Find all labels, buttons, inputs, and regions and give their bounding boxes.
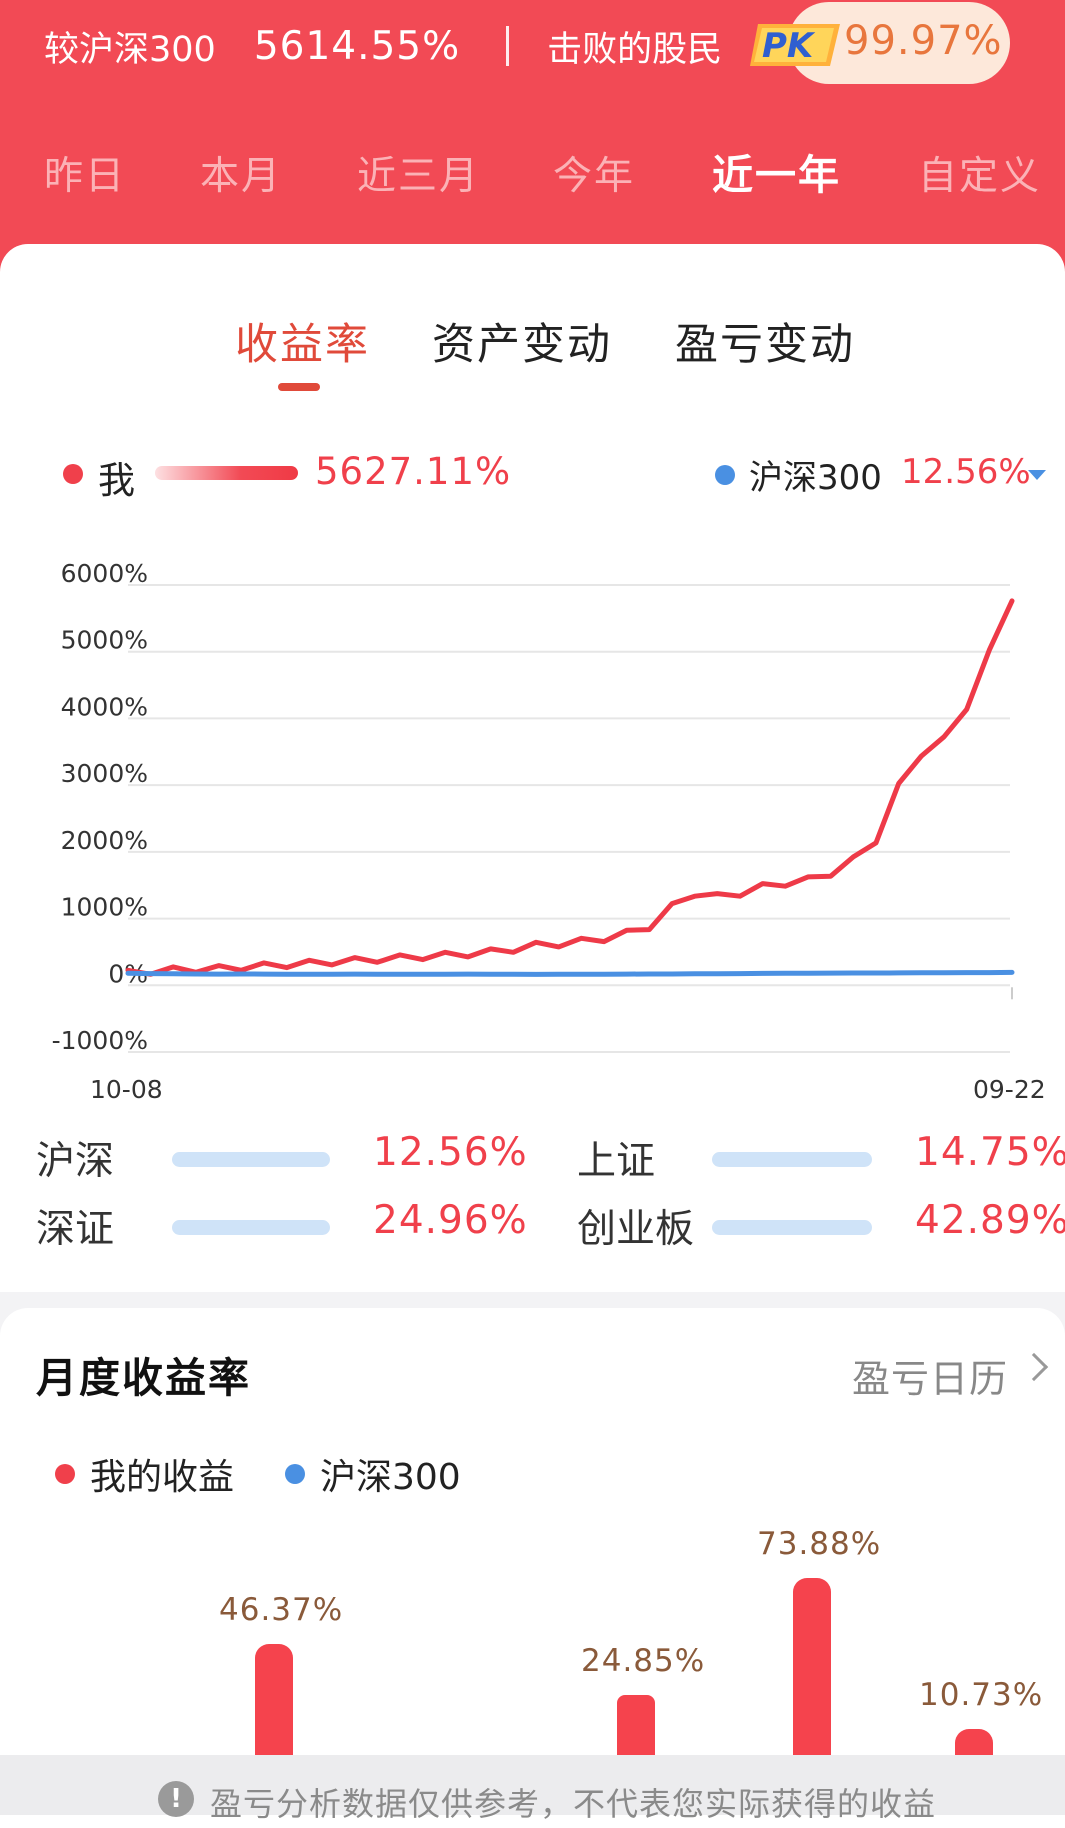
index-bar: [712, 1220, 872, 1235]
returns-card: [0, 244, 1065, 1292]
active-tab-indicator: [278, 383, 320, 391]
monthly-bar[interactable]: [793, 1577, 831, 1755]
dropdown-caret-icon[interactable]: [1028, 470, 1046, 480]
index-name: 深证: [36, 1207, 115, 1252]
me-return-value: 5627.11%: [315, 450, 512, 493]
index-legend-label-2: 沪深300: [320, 1457, 461, 1498]
compare-label: 较沪深300: [44, 29, 216, 70]
index-name: 创业板: [577, 1207, 695, 1252]
index-row-1: 沪深 12.56% 上证 14.75%: [0, 1130, 1065, 1190]
monthly-bar[interactable]: [955, 1729, 993, 1755]
info-icon: !: [158, 1781, 194, 1817]
monthly-bar-label: 24.85%: [581, 1643, 706, 1680]
index-legend-dot: [715, 465, 735, 485]
y-tick-label: 4000%: [61, 692, 148, 721]
index-value: 42.89%: [915, 1198, 1065, 1243]
y-tick-label: 3000%: [61, 759, 148, 788]
index-value: 12.56%: [373, 1130, 528, 1175]
y-tick-label: 5000%: [61, 626, 148, 655]
divider: [506, 26, 510, 66]
index-bar: [172, 1152, 330, 1167]
tab-pnl-change[interactable]: 盈亏变动: [675, 320, 855, 370]
my-return-legend-label: 我的收益: [90, 1457, 235, 1498]
beat-value: 99.97%: [844, 18, 1003, 64]
index-name: 沪深: [36, 1139, 115, 1184]
pk-logo-icon: PK: [750, 24, 840, 66]
y-tick-label: 2000%: [61, 826, 148, 855]
tab-return-rate[interactable]: 收益率: [235, 320, 370, 370]
y-tick-label: -1000%: [52, 1026, 148, 1055]
me-legend-dot: [63, 464, 83, 484]
y-tick-label: 6000%: [61, 559, 148, 588]
index-bar: [712, 1152, 872, 1167]
index-legend-label[interactable]: 沪深300: [749, 458, 882, 498]
period-tabs: 昨日 本月 近三月 今年 近一年 自定义: [0, 145, 1065, 205]
beat-label: 击败的股民: [547, 29, 723, 70]
comparison-summary: 较沪深300 5614.55% 击败的股民: [44, 18, 1065, 74]
monthly-bar-label: 46.37%: [219, 1591, 344, 1628]
index-return-value[interactable]: 12.56%: [901, 452, 1031, 492]
monthly-bar-label: 10.73%: [919, 1677, 1044, 1714]
monthly-bar-label: 73.88%: [757, 1525, 882, 1562]
tab-yesterday[interactable]: 昨日: [44, 154, 127, 199]
x-tick-end: 09-22: [973, 1075, 1046, 1104]
monthly-title: 月度收益率: [36, 1354, 251, 1402]
calendar-link[interactable]: 盈亏日历: [852, 1357, 1009, 1401]
my-return-legend-dot: [55, 1464, 75, 1484]
x-tick-start: 10-08: [90, 1075, 163, 1104]
series-line-index: [125, 969, 1015, 977]
tab-custom[interactable]: 自定义: [918, 154, 1042, 199]
tab-this-year[interactable]: 今年: [553, 154, 636, 199]
index-value: 14.75%: [915, 1130, 1065, 1175]
me-legend-label: 我: [98, 459, 135, 502]
index-value: 24.96%: [373, 1198, 528, 1243]
index-row-2: 深证 24.96% 创业板 42.89%: [0, 1198, 1065, 1258]
tab-asset-change[interactable]: 资产变动: [432, 320, 612, 370]
index-name: 上证: [577, 1139, 656, 1184]
monthly-returns-card: [0, 1308, 1065, 1828]
disclaimer-text: 盈亏分析数据仅供参考，不代表您实际获得的收益: [210, 1785, 937, 1823]
tab-three-months[interactable]: 近三月: [357, 154, 481, 199]
monthly-bar[interactable]: [255, 1643, 293, 1755]
y-tick-label: 1000%: [61, 893, 148, 922]
metric-tabs: 收益率 资产变动 盈亏变动: [0, 310, 1065, 390]
return-line-chart: 6000%5000%4000%3000%2000%1000%0%-1000% 1…: [52, 559, 1046, 1104]
tab-last-year[interactable]: 近一年: [712, 151, 841, 199]
svg-text:PK: PK: [762, 26, 816, 66]
series-line-me: [125, 598, 1015, 977]
compare-value: 5614.55%: [253, 23, 461, 69]
index-bar: [172, 1220, 330, 1235]
index-legend-dot-2: [285, 1464, 305, 1484]
tab-this-month[interactable]: 本月: [200, 154, 283, 199]
me-legend-bar: [155, 466, 298, 480]
monthly-bar[interactable]: [617, 1695, 655, 1755]
pk-button[interactable]: PK 99.97%: [748, 2, 1010, 84]
